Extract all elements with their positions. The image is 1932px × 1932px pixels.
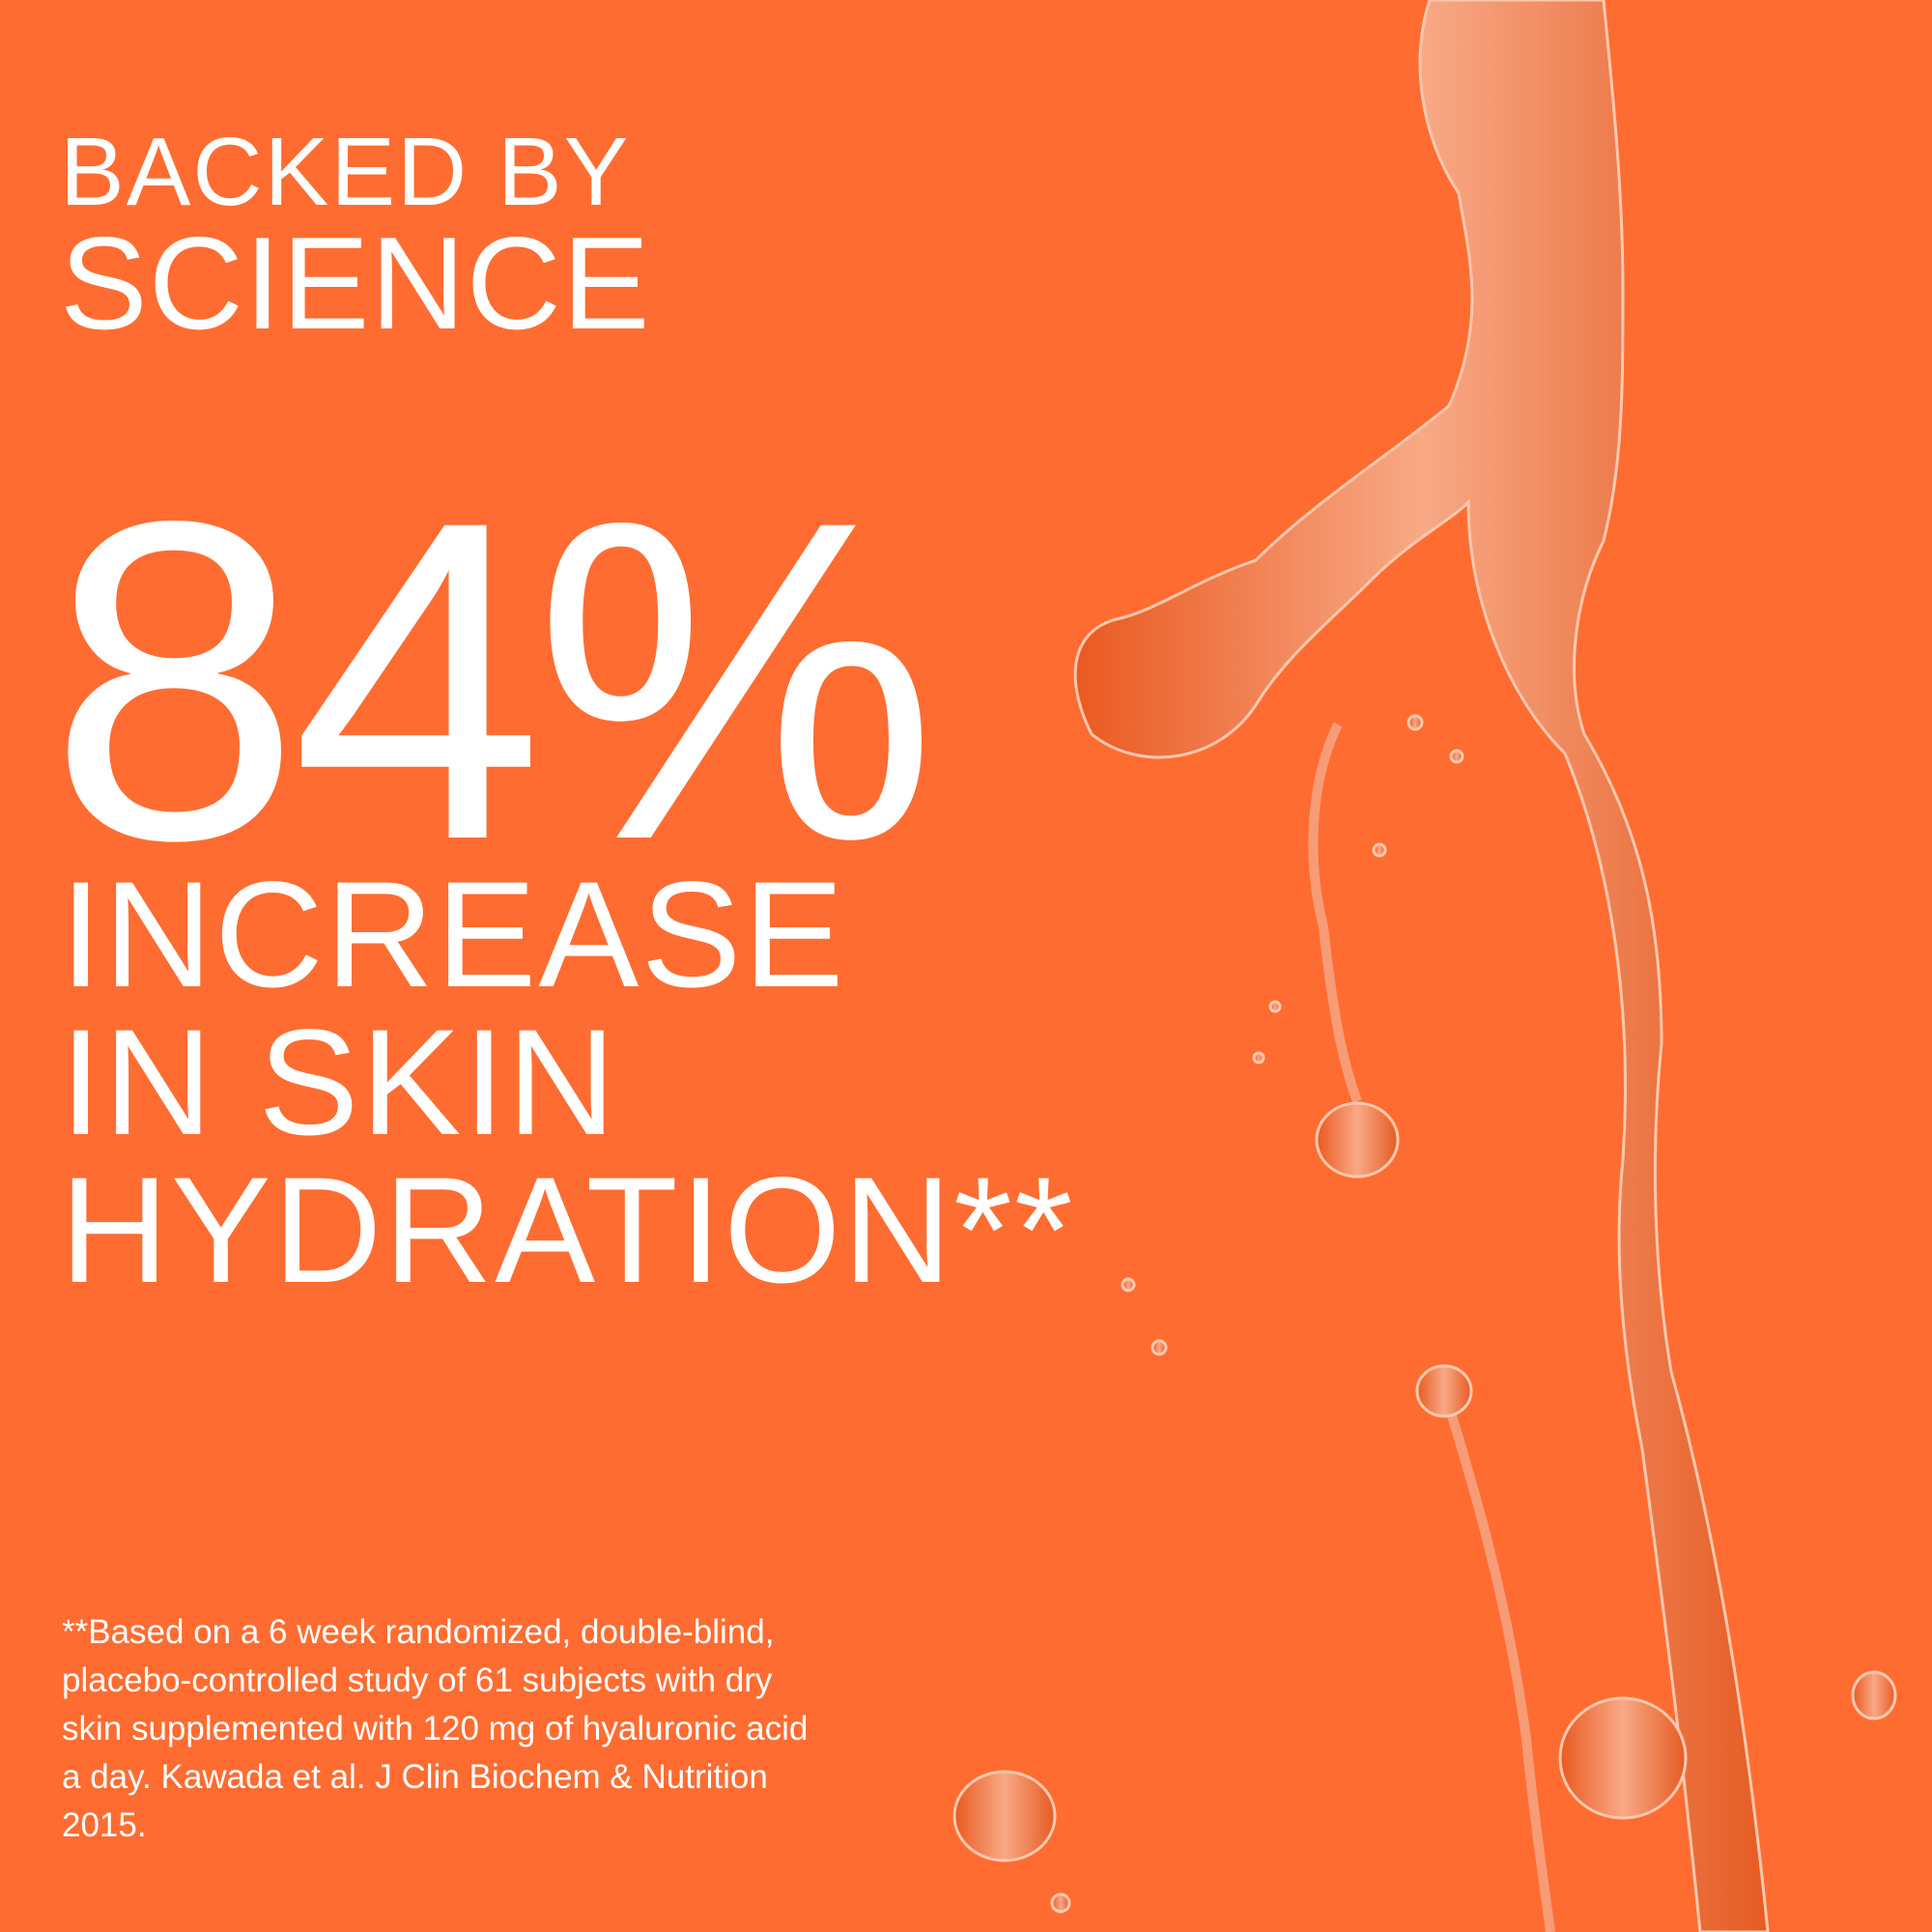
heading-line-1: BACKED BY — [60, 118, 631, 226]
footnote-line: 2015. — [62, 1806, 147, 1844]
footnote-line: placebo-controlled study of 61 subjects … — [62, 1662, 773, 1699]
footnote-line: **Based on a 6 week randomized, double-b… — [62, 1613, 775, 1651]
stat-label-line-2: IN SKIN — [60, 999, 618, 1167]
heading-line-2: SCIENCE — [60, 210, 651, 356]
stat-label-line-1: INCREASE — [60, 851, 846, 1019]
footnote-line: a day. Kawada et al. J Clin Biochem & Nu… — [62, 1758, 768, 1796]
stat-value: 84% — [48, 427, 938, 934]
footnote-line: skin supplemented with 120 mg of hyaluro… — [62, 1710, 809, 1747]
footnote: **Based on a 6 week randomized, double-b… — [62, 1608, 931, 1850]
stat-label-line-3: HYDRATION** — [60, 1147, 1075, 1315]
